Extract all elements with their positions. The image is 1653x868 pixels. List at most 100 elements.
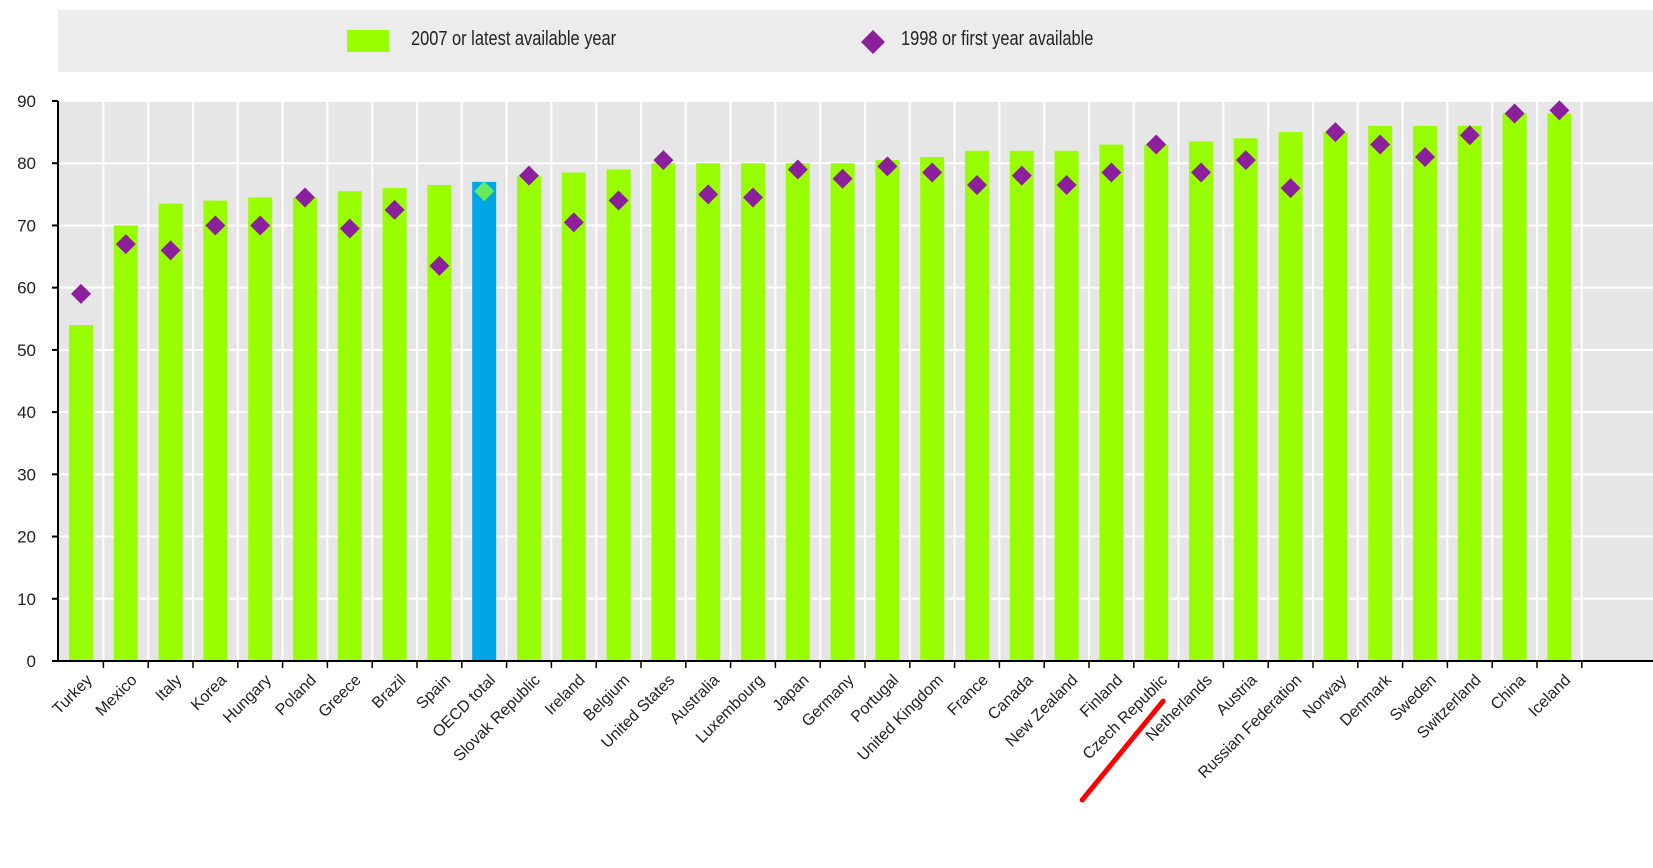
marker-united-kingdom [922,162,943,183]
x-tick-label-japan: Japan [770,672,813,715]
marker-belgium [608,190,629,211]
x-tick-label-spain: Spain [413,672,454,713]
bar-russian-federation [1278,132,1303,662]
marker-france [967,175,987,195]
axes [52,100,1653,668]
bar-canada [1009,150,1034,661]
marker-iceland [1549,100,1570,121]
bar-hungary [248,197,273,661]
y-tick-label: 40 [17,403,36,422]
bar-switzerland [1457,125,1482,661]
marker-greece [339,218,360,239]
marker-slovak-republic [519,165,539,186]
x-tick-label-brazil: Brazil [369,672,409,712]
legend-label-marker: 1998 or first year available [901,28,1094,50]
bar-korea [203,200,228,662]
bar-united-kingdom [920,157,945,661]
bar-italy [158,203,183,661]
marker-mexico [115,234,136,255]
bars [69,113,1572,662]
bar-netherlands [1189,141,1213,661]
x-tick-label-italy: Italy [153,672,186,705]
bar-greece [337,191,362,661]
marker-china [1504,103,1525,124]
annotations [1079,698,1166,803]
y-tick-label: 80 [17,154,36,173]
markers [71,100,1570,304]
marker-russian-federation [1280,178,1301,199]
x-tick-label-poland: Poland [273,672,320,719]
bar-iceland [1547,113,1572,661]
marker-italy [160,240,181,261]
x-tick-label-china: China [1488,672,1530,714]
bar-austria [1233,138,1258,662]
bar-finland [1099,144,1124,662]
bar-united-states [651,163,676,661]
bar-portugal [875,160,900,661]
marker-oecd-total [474,181,495,202]
bar-turkey [69,325,93,661]
y-tick-label: 60 [17,279,36,298]
y-tick-label: 0 [27,652,36,671]
bar-china [1502,113,1527,661]
bar-japan [785,163,810,661]
bar-brazil [382,188,407,661]
marker-korea [205,215,226,236]
marker-japan [787,159,808,180]
marker-austria [1235,150,1256,171]
y-tick-label: 10 [17,590,36,609]
bar-slovak-republic [517,175,541,661]
x-tick-label-iceland: Iceland [1526,672,1575,721]
marker-switzerland [1459,125,1480,146]
marker-poland [295,187,315,208]
y-tick-label: 70 [17,216,36,235]
legend-label-bar: 2007 or latest available year [411,28,617,50]
x-tick-label-turkey: Turkey [50,672,96,718]
marker-ireland [563,212,584,233]
marker-germany [832,168,853,189]
y-tick-label: 50 [17,341,36,360]
marker-spain [429,255,450,276]
marker-canada [1011,165,1032,186]
marker-netherlands [1191,162,1211,183]
marker-hungary [250,215,271,236]
bar-norway [1323,132,1348,662]
marker-portugal [877,156,898,177]
bar-poland [293,197,317,661]
marker-new-zealand [1056,175,1077,195]
y-tick-label: 30 [17,465,36,484]
legend-swatch-marker [861,30,885,54]
bar-sweden [1413,125,1437,661]
bar-new-zealand [1054,150,1079,661]
x-tick-label-korea: Korea [188,672,230,714]
bar-czech-republic [1144,144,1169,662]
bar-germany [830,163,855,661]
x-tick-label-slovak-republic: Slovak Republic [451,672,544,765]
marker-czech-republic [1146,134,1167,155]
x-tick-label-mexico: Mexico [93,672,141,720]
marker-brazil [384,199,405,220]
marker-sweden [1415,147,1435,167]
bar-denmark [1368,125,1393,661]
marker-denmark [1370,134,1391,155]
bar-luxembourg [741,163,765,661]
strike-annotation [1079,698,1166,803]
legend: 2007 or latest available year 1998 or fi… [58,10,1653,72]
bar-france [965,150,989,661]
bar-belgium [606,169,631,661]
marker-norway [1325,122,1346,143]
y-tick-label: 20 [17,528,36,547]
bar-mexico [113,225,138,661]
marker-finland [1101,162,1122,183]
x-tick-label-hungary: Hungary [220,672,275,727]
marker-australia [698,184,719,205]
bar-oecd-total [472,181,497,661]
marker-turkey [71,283,91,304]
bar-ireland [561,172,586,662]
x-tick-label-greece: Greece [316,672,365,721]
legend-swatch-bar [347,30,389,52]
bar-australia [696,163,721,661]
marker-united-states [653,150,674,171]
x-tick-label-united-kingdom: United Kingdom [855,672,948,765]
